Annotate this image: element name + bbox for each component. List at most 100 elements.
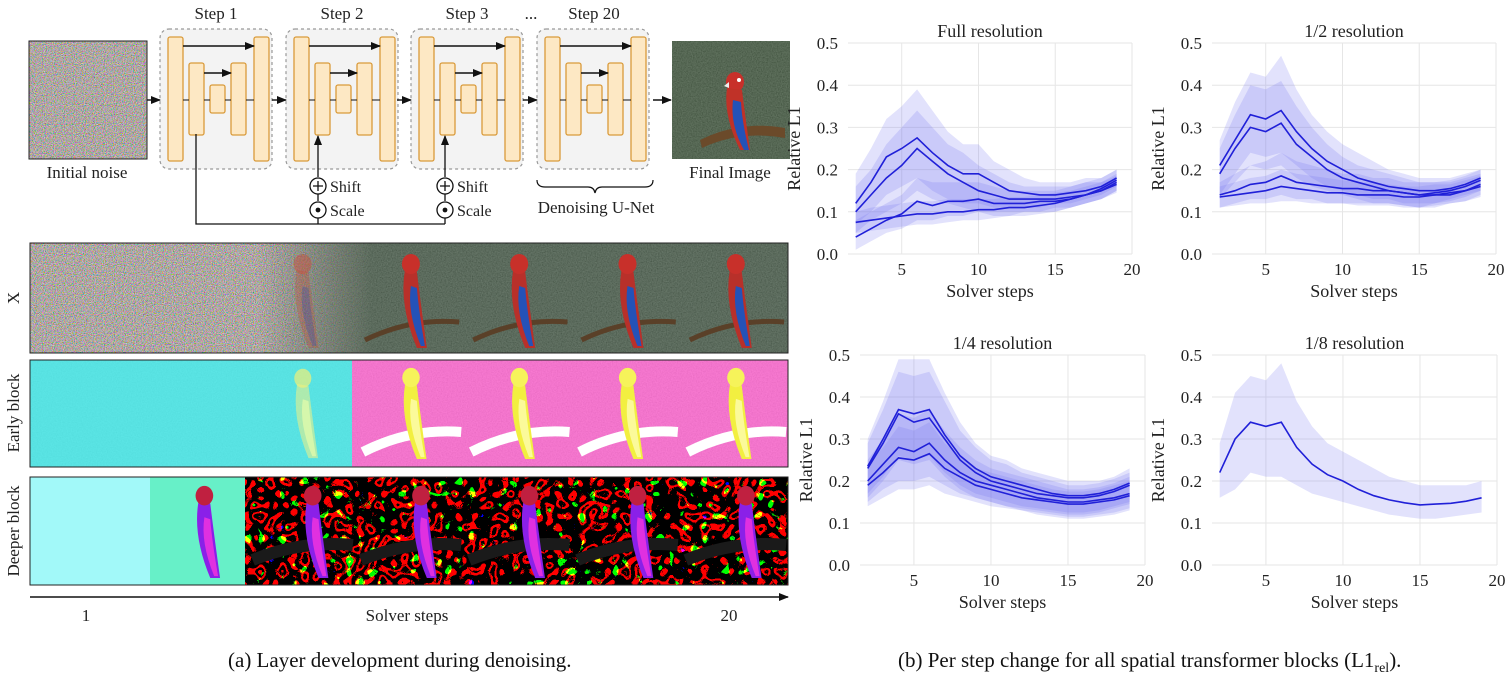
chart-panel: 0.0 0.1 0.2 0.3 0.4 0.5 5 10 15 20 1/2 resolution S… <box>1148 21 1505 301</box>
parrot-feature <box>628 485 654 579</box>
x-tick-label: 20 <box>1489 571 1506 590</box>
parrot-feature <box>510 367 535 460</box>
y-tick-label: 0.1 <box>1181 203 1202 222</box>
series-line <box>855 183 1117 224</box>
caption-b-main: (b) Per step change for all spatial tran… <box>898 648 1375 672</box>
y-tick-label: 0.5 <box>1181 346 1202 365</box>
y-axis-label: Relative L1 <box>1148 418 1168 502</box>
parrot-feature <box>727 367 752 460</box>
axis-end-label: 20 <box>721 606 738 625</box>
dot-icon <box>436 201 454 219</box>
unet-step-box <box>536 28 650 170</box>
chart-title: 1/2 resolution <box>1304 21 1404 41</box>
y-tick-label: 0.2 <box>1181 161 1202 180</box>
x-axis-label: Solver steps <box>1310 281 1398 301</box>
x-axis-label: Solver steps <box>959 592 1047 612</box>
y-tick-label: 0.4 <box>817 76 839 95</box>
final-image-label: Final Image <box>689 163 771 182</box>
series-line <box>1219 109 1481 192</box>
confidence-band <box>855 89 1117 225</box>
series-line <box>1219 122 1481 196</box>
step-2-label: Step 2 <box>321 4 364 23</box>
charts-panel: 0.0 0.1 0.2 0.3 0.4 0.5 5 10 15 20 Full resolution… <box>784 21 1506 612</box>
series-line <box>1218 421 1482 506</box>
y-tick-label: 0.2 <box>1181 472 1202 491</box>
y-tick-label: 0.1 <box>1181 514 1202 533</box>
unet-step-box <box>285 28 399 170</box>
dot-icon <box>309 201 327 219</box>
branch-feature <box>250 538 354 566</box>
series-line <box>855 147 1117 213</box>
plus-icon <box>436 177 454 195</box>
early-block-strip <box>29 359 789 468</box>
chart-title: 1/8 resolution <box>1305 333 1405 353</box>
row-label-early: Early block <box>4 373 23 452</box>
deeper-block-strip <box>29 476 789 586</box>
row-label-deeper: Deeper block <box>4 485 23 577</box>
y-tick-label: 0.0 <box>829 556 850 575</box>
y-tick-label: 0.3 <box>1181 430 1202 449</box>
y-tick-label: 0.0 <box>1181 245 1202 264</box>
x-tick-label: 15 <box>1411 260 1428 279</box>
unet-diagram: Initial noise Final Image Step 1 Step 2 … <box>28 4 790 225</box>
y-tick-label: 0.3 <box>1181 118 1202 137</box>
unet-step-boxes <box>159 28 650 170</box>
y-tick-label: 0.2 <box>829 472 850 491</box>
y-tick-label: 0.1 <box>817 203 838 222</box>
series-line <box>867 442 1130 503</box>
step-3-label: Step 3 <box>446 4 489 23</box>
unet-label: Denoising U-Net <box>538 198 655 217</box>
scale-label: Scale <box>330 203 365 220</box>
shift-label: Shift <box>330 179 362 196</box>
x-tick-label: 15 <box>1047 260 1064 279</box>
parrot-image <box>726 254 752 348</box>
x-tick-label: 5 <box>910 571 919 590</box>
y-tick-label: 0.1 <box>829 514 850 533</box>
series-line <box>855 136 1117 204</box>
y-tick-label: 0.5 <box>1181 34 1202 53</box>
y-tick-label: 0.0 <box>1181 556 1202 575</box>
caption-b: (b) Per step change for all spatial tran… <box>898 648 1401 677</box>
parrot-feature <box>294 368 318 459</box>
x-axis-label: Solver steps <box>946 281 1034 301</box>
parrot-feature <box>618 367 644 460</box>
parrot-feature <box>303 485 329 579</box>
x-tick-label: 10 <box>1334 260 1351 279</box>
y-axis-label: Relative L1 <box>1148 106 1168 190</box>
row-label-x: X <box>4 292 23 304</box>
parrot-image <box>401 254 427 348</box>
caption-a: (a) Layer development during denoising. <box>228 648 572 672</box>
parrot-image <box>510 254 536 348</box>
parrot-feature <box>520 485 545 579</box>
confidence-band <box>1219 363 1482 519</box>
parrot-feature <box>412 485 437 579</box>
step-ellipsis: ... <box>525 4 538 23</box>
confidence-band <box>867 359 1130 513</box>
series-line <box>867 412 1130 499</box>
x-tick-label: 10 <box>970 260 987 279</box>
y-tick-label: 0.5 <box>817 34 838 53</box>
final-image <box>672 41 790 159</box>
chart-title: 1/4 resolution <box>953 333 1053 353</box>
caption-b-end: ). <box>1389 648 1402 672</box>
unet-brace <box>536 179 654 194</box>
unet-step-box <box>410 28 524 170</box>
axis-title-label: Solver steps <box>366 606 449 625</box>
confidence-band <box>855 173 1117 250</box>
x-tick-label: 10 <box>1334 571 1351 590</box>
y-tick-label: 0.5 <box>829 346 850 365</box>
activation-strips: X Early block Deeper block 1 Solver step… <box>4 242 789 625</box>
y-tick-label: 0.4 <box>1181 76 1203 95</box>
y-axis-label: Relative L1 <box>784 106 804 190</box>
shift-label: Shift <box>457 179 489 196</box>
parrot-image <box>618 254 644 348</box>
parrot-feature <box>402 367 427 460</box>
series-line <box>867 408 1130 497</box>
branch-feature <box>683 538 787 566</box>
x-tick-label: 20 <box>1488 260 1505 279</box>
x-tick-label: 5 <box>1262 571 1271 590</box>
chart-title: Full resolution <box>937 21 1043 41</box>
x-tick-label: 20 <box>1124 260 1141 279</box>
series-line <box>867 452 1130 505</box>
